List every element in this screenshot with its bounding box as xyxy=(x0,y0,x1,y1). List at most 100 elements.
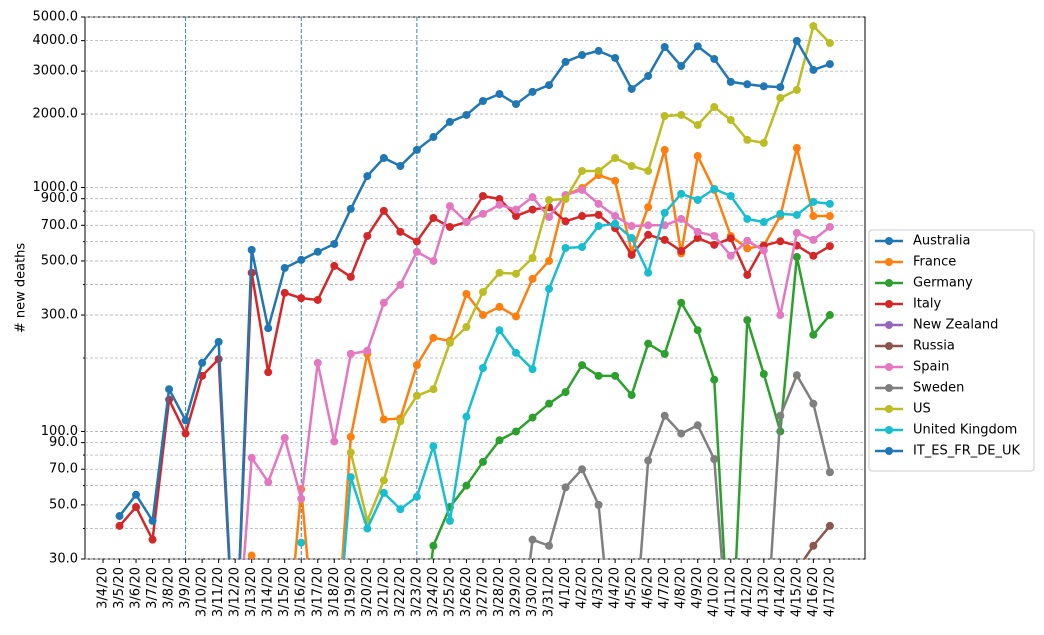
data-point xyxy=(825,38,834,47)
data-point xyxy=(726,251,735,260)
data-point xyxy=(198,358,207,367)
data-point xyxy=(776,209,785,218)
data-point xyxy=(545,256,554,265)
x-tick-label: 3/10/20 xyxy=(195,567,210,617)
data-point xyxy=(528,254,537,263)
data-point xyxy=(825,212,834,221)
data-point xyxy=(578,243,587,252)
legend-label: Sweden xyxy=(913,381,964,396)
data-point xyxy=(429,541,438,550)
data-point xyxy=(677,214,686,223)
x-tick-label: 3/16/20 xyxy=(294,567,309,617)
data-point xyxy=(478,457,487,466)
data-point xyxy=(528,205,537,214)
x-tick-label: 3/20/20 xyxy=(360,567,375,617)
data-point xyxy=(545,284,554,293)
data-point xyxy=(280,263,289,272)
data-point xyxy=(528,274,537,283)
x-tick-label: 3/25/20 xyxy=(442,567,457,617)
data-point xyxy=(644,230,653,239)
legend-label: Germany xyxy=(913,276,973,291)
data-point xyxy=(412,247,421,256)
data-point xyxy=(396,505,405,514)
data-point xyxy=(181,429,190,438)
plot-frame xyxy=(84,16,866,560)
data-point xyxy=(462,289,471,298)
data-point xyxy=(561,243,570,252)
data-point xyxy=(478,364,487,373)
data-point xyxy=(743,270,752,279)
data-point xyxy=(445,338,454,347)
x-tick-label: 3/21/20 xyxy=(376,567,391,617)
data-point xyxy=(247,453,256,462)
data-point xyxy=(528,535,537,544)
data-point xyxy=(280,434,289,443)
data-point xyxy=(710,455,719,464)
data-point xyxy=(578,166,587,175)
data-point xyxy=(346,349,355,358)
x-tick-label: 3/27/20 xyxy=(475,567,490,617)
data-point xyxy=(644,72,653,81)
y-tick-label: 3000.0 xyxy=(33,64,79,79)
series-line xyxy=(802,525,831,559)
data-point xyxy=(611,154,620,163)
data-point xyxy=(346,473,355,482)
data-point xyxy=(165,385,174,394)
data-point xyxy=(429,333,438,342)
series-line xyxy=(349,24,831,523)
data-point xyxy=(330,239,339,248)
data-point xyxy=(495,195,504,204)
data-point xyxy=(693,227,702,236)
x-tick-label: 3/22/20 xyxy=(393,567,408,617)
y-tick-label: 70.0 xyxy=(49,462,78,477)
data-point xyxy=(115,512,124,521)
data-point xyxy=(462,412,471,421)
data-point xyxy=(512,269,520,278)
data-point xyxy=(776,237,785,246)
legend-label: US xyxy=(913,402,931,417)
data-point xyxy=(825,60,834,69)
data-point xyxy=(379,298,388,307)
x-tick-label: 3/29/20 xyxy=(509,567,524,617)
data-point xyxy=(677,62,686,71)
data-point xyxy=(710,185,719,194)
data-point xyxy=(743,236,752,245)
legend-marker xyxy=(885,384,893,392)
data-point xyxy=(627,233,636,242)
data-point xyxy=(660,208,669,217)
data-point xyxy=(809,235,818,244)
data-point xyxy=(297,494,306,503)
data-point xyxy=(825,242,834,251)
data-point xyxy=(313,247,322,256)
data-point xyxy=(693,195,702,204)
x-tick-label: 4/15/20 xyxy=(789,567,804,617)
data-point xyxy=(809,330,818,339)
data-point xyxy=(247,551,256,559)
data-point xyxy=(512,427,520,436)
x-tick-label: 3/9/20 xyxy=(178,567,193,609)
data-point xyxy=(792,36,801,45)
data-point xyxy=(561,195,570,204)
data-point xyxy=(545,195,554,204)
data-point xyxy=(412,492,421,501)
data-point xyxy=(313,358,322,367)
data-point xyxy=(677,189,686,198)
data-point xyxy=(379,476,388,485)
data-point xyxy=(660,411,669,420)
data-point xyxy=(412,361,421,370)
x-tick-label: 4/12/20 xyxy=(740,567,755,617)
data-point xyxy=(429,385,438,394)
data-point xyxy=(693,121,702,130)
data-point xyxy=(594,199,603,208)
data-point xyxy=(545,399,554,408)
data-point xyxy=(759,218,768,227)
data-point xyxy=(693,233,702,242)
data-point xyxy=(363,524,372,533)
data-point xyxy=(462,110,471,119)
data-point xyxy=(594,500,603,509)
data-point xyxy=(677,110,686,119)
data-point xyxy=(792,252,801,261)
legend-marker xyxy=(885,342,893,350)
x-tick-label: 4/9/20 xyxy=(690,567,705,609)
data-point xyxy=(148,516,157,525)
